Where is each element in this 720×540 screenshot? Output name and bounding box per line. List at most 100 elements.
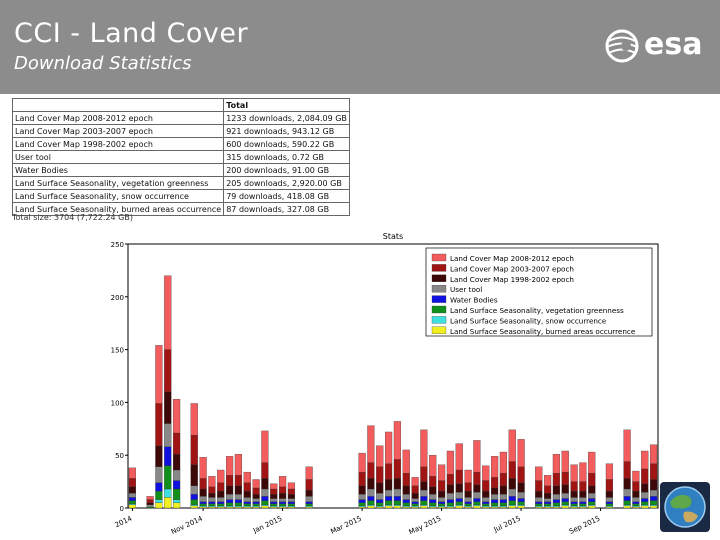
legend-swatch	[431, 253, 447, 262]
bar-segment	[384, 496, 393, 501]
bar-segment	[499, 502, 508, 507]
bar-segment	[473, 471, 481, 485]
bar-segment	[641, 498, 649, 502]
bar-segment	[561, 501, 569, 505]
bar-segment	[367, 478, 375, 490]
bar-segment	[561, 471, 569, 485]
bar-segment	[164, 423, 172, 447]
bar-segment	[217, 482, 225, 492]
bar-segment	[287, 505, 296, 508]
bar-segment	[632, 470, 640, 482]
bar-segment	[473, 501, 481, 505]
legend-swatch	[431, 295, 447, 303]
bar-segment	[455, 443, 463, 471]
bar-segment	[508, 488, 516, 497]
bar-segment	[632, 481, 640, 492]
bar-segment	[632, 490, 640, 498]
bar-segment	[199, 505, 207, 508]
bar-segment	[543, 506, 552, 509]
bar-segment	[570, 497, 578, 502]
bar-segment	[128, 504, 137, 509]
bar-segment	[287, 488, 296, 495]
table-header-empty	[11, 98, 225, 112]
bar-segment	[172, 399, 181, 434]
row-value: 315 downloads, 0.72 GB	[223, 150, 350, 164]
bar-segment	[164, 497, 172, 509]
bar-segment	[376, 505, 384, 508]
bar-segment	[172, 499, 181, 503]
bar-segment	[358, 494, 366, 500]
esa-logo: esa	[604, 27, 708, 64]
bar-segment	[482, 501, 490, 504]
bar-segment	[225, 456, 234, 476]
bar-segment	[190, 403, 198, 436]
bar-segment	[270, 498, 278, 502]
bar-segment	[508, 505, 516, 509]
bar-segment	[217, 506, 225, 509]
bar-segment	[376, 482, 384, 494]
bar-segment	[570, 464, 578, 482]
bar-segment	[490, 506, 499, 509]
bar-segment	[429, 486, 437, 495]
bar-segment	[208, 493, 216, 498]
bar-segment	[570, 506, 578, 509]
bar-segment	[402, 494, 410, 500]
bar-segment	[199, 506, 207, 509]
bar-segment	[128, 500, 137, 504]
table-header-row: Total	[11, 98, 350, 112]
bar-segment	[393, 488, 402, 497]
table-row: Land Cover Map 2003-2007 epoch 921 downlo…	[11, 124, 350, 138]
bar-segment	[155, 482, 163, 492]
bar-segment	[499, 506, 508, 509]
bar-segment	[358, 499, 366, 503]
bar-segment	[473, 440, 481, 473]
bar-segment	[446, 474, 455, 485]
bar-segment	[367, 488, 375, 497]
bar-segment	[482, 506, 490, 509]
bar-segment	[199, 457, 207, 479]
bar-segment	[446, 502, 455, 507]
bar-segment	[155, 345, 163, 404]
bar-segment	[517, 439, 525, 467]
bar-segment	[172, 453, 181, 471]
bar-segment	[535, 490, 543, 498]
bar-segment	[605, 505, 614, 508]
bar-segment	[482, 505, 490, 508]
bar-segment	[270, 483, 278, 490]
bar-segment	[508, 429, 516, 462]
bar-segment	[588, 501, 596, 505]
bar-segment	[358, 502, 366, 507]
bar-segment	[543, 475, 552, 486]
bar-segment	[623, 478, 631, 490]
legend-box	[425, 247, 653, 337]
row-label: Land Surface Seasonality, vegetation gre…	[11, 176, 225, 190]
bar-segment	[128, 493, 137, 498]
bar-segment	[208, 503, 216, 507]
bar-segment	[155, 403, 163, 446]
bar-segment	[367, 425, 375, 463]
bar-segment	[437, 505, 446, 508]
bar-segment	[473, 504, 481, 507]
bar-segment	[429, 499, 437, 503]
bar-segment	[464, 501, 472, 504]
bar-segment	[172, 488, 181, 500]
bar-segment	[605, 463, 614, 480]
bar-segment	[164, 446, 172, 466]
bar-segment	[261, 505, 269, 509]
y-tick-label: 50	[115, 452, 124, 460]
legend-swatch	[431, 326, 447, 334]
bar-segment	[367, 504, 375, 507]
bar-segment	[464, 469, 472, 483]
bar-segment	[305, 506, 313, 509]
bar-segment	[535, 466, 543, 481]
bar-segment	[243, 482, 251, 492]
bar-segment	[261, 504, 269, 507]
bar-segment	[429, 506, 437, 509]
bar-segment	[411, 498, 419, 502]
header-banner: CCI - Land Cover Download Statistics esa	[0, 0, 720, 94]
bar-segment	[376, 502, 384, 507]
table-header-total: Total	[223, 98, 350, 112]
bar-segment	[649, 496, 658, 501]
bar-segment	[358, 452, 366, 473]
bar-segment	[384, 504, 393, 507]
